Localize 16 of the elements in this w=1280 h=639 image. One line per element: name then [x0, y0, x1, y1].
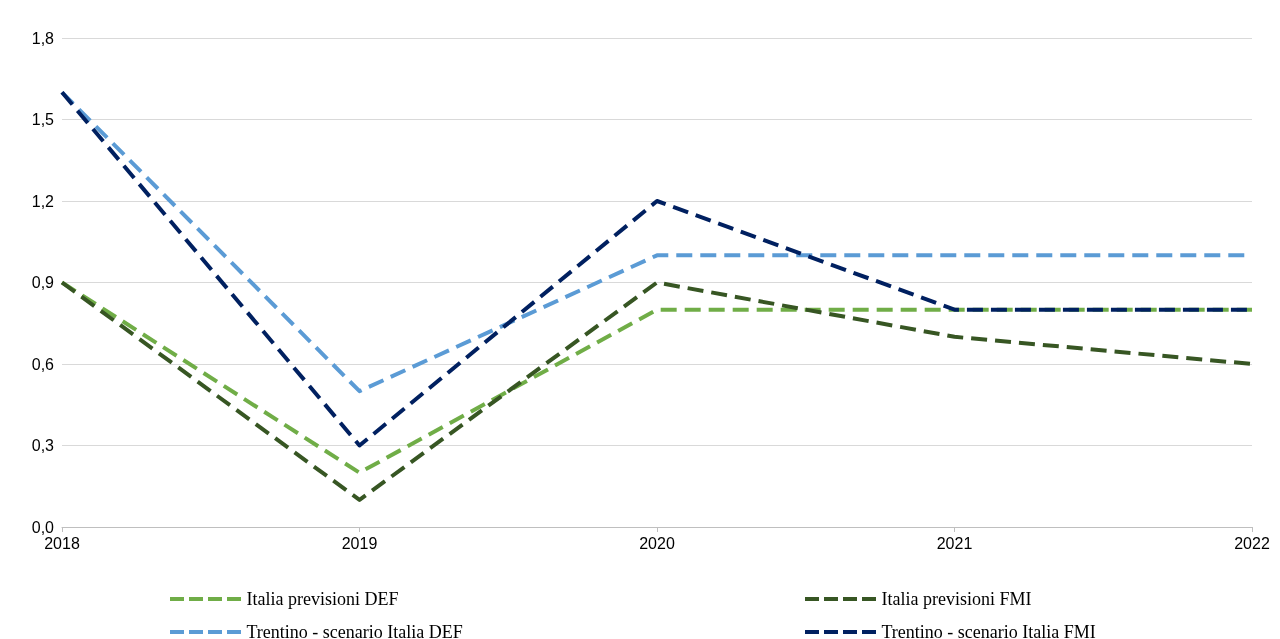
y-tick-label: 0,6	[31, 355, 55, 373]
x-tick-label: 2019	[341, 534, 378, 552]
x-tick-label: 2020	[639, 534, 675, 552]
legend-label: Trentino - scenario Italia DEF	[246, 622, 463, 639]
x-tick-label: 2021	[936, 534, 973, 552]
y-tick-label: 1,5	[31, 111, 55, 128]
legend-label: Italia previsioni DEF	[246, 589, 399, 609]
x-tick-label: 2022	[1234, 534, 1270, 552]
y-tick-label: 1,8	[31, 29, 55, 47]
legend-label: Italia previsioni FMI	[881, 589, 1032, 609]
y-tick-label: 1,2	[31, 192, 55, 210]
y-tick-label: 0,3	[31, 437, 55, 454]
y-tick-label: 0,9	[31, 274, 55, 291]
legend-label: Trentino - scenario Italia FMI	[881, 622, 1096, 639]
x-tick-label: 2018	[44, 534, 80, 552]
y-tick-label: 0,0	[31, 518, 55, 536]
